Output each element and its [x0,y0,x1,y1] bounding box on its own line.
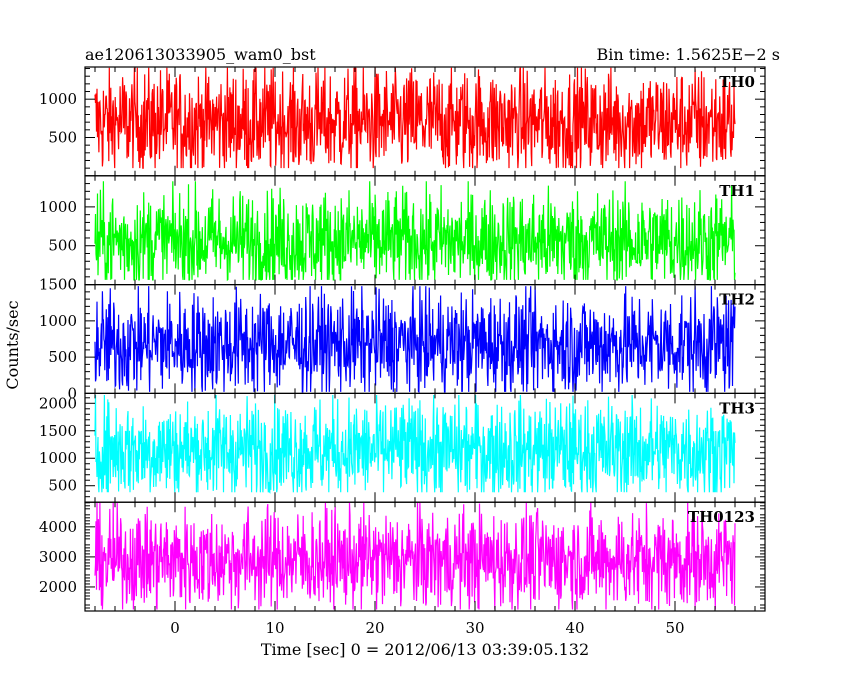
y-tick-label: 2000 [39,578,77,596]
y-tick-label: 3000 [39,548,77,566]
y-tick-label: 0 [67,384,77,402]
series-line-th1 [94,181,736,282]
x-axis-label: Time [sec] 0 = 2012/06/13 03:39:05.132 [261,640,589,659]
x-tick-label: 20 [365,619,384,637]
panel-label-th3: TH3 [719,399,755,417]
x-tick-label: 10 [265,619,284,637]
y-tick-label: 1500 [39,276,77,294]
y-tick-label: 0 [67,276,77,294]
chart-title: ae120613033905_wam0_bst [85,45,316,64]
y-tick-label: 1000 [39,312,77,330]
y-axis-label: Counts/sec [3,300,22,389]
y-tick-label: 500 [48,348,77,366]
bin-time-label: Bin time: 1.5625E−2 s [597,45,780,64]
y-tick-label: 1000 [39,449,77,467]
y-tick-label: 1000 [39,198,77,216]
y-tick-label: 500 [48,128,77,146]
panels-group: 5001000TH005001000TH1050010001500TH25001… [39,66,766,637]
series-line-th0123 [94,502,736,610]
panel-label-th0: TH0 [719,73,755,91]
panel-label-th2: TH2 [719,291,755,309]
y-tick-label: 2000 [39,394,77,412]
series-line-th3 [94,394,736,494]
y-tick-label: 500 [48,477,77,495]
x-tick-label: 0 [170,619,180,637]
y-tick-label: 4000 [39,518,77,536]
y-tick-label: 1500 [39,422,77,440]
y-tick-label: 1000 [39,90,77,108]
y-tick-label: 500 [48,237,77,255]
x-tick-label: 30 [465,619,484,637]
x-tick-label: 40 [565,619,584,637]
series-line-th2 [94,286,736,394]
x-tick-label: 50 [665,619,684,637]
series-line-th0 [94,67,736,169]
panel-label-th1: TH1 [719,182,755,200]
panel-label-th0123: TH0123 [688,508,755,526]
